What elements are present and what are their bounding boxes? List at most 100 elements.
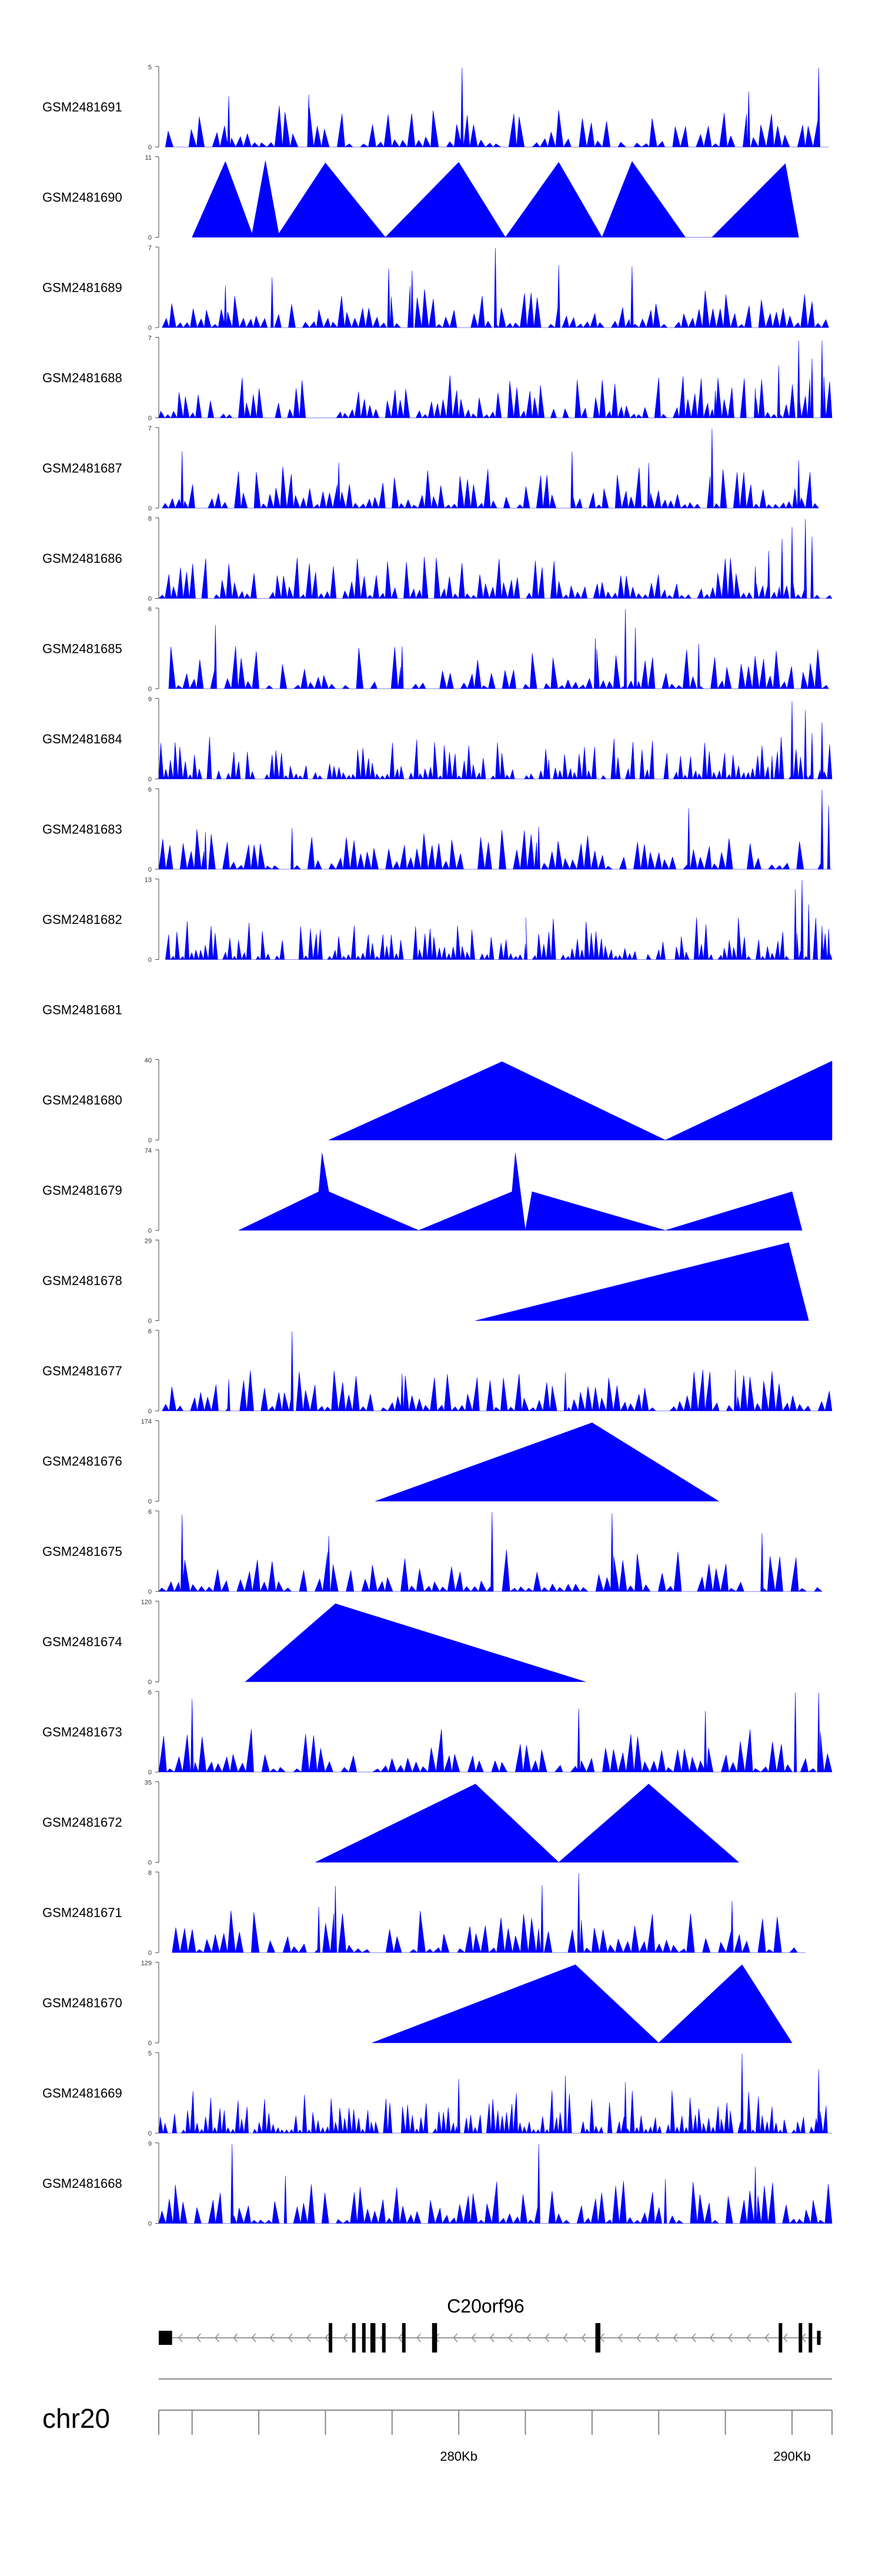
strand-arrow-icon	[196, 2333, 201, 2343]
track-label: GSM2481686	[42, 551, 122, 566]
track-label: GSM2481668	[42, 2176, 122, 2191]
track-label: GSM2481670	[42, 1996, 122, 2010]
strand-arrow-icon	[269, 2333, 275, 2343]
track-GSM2481670: GSM2481670 129 0	[42, 1960, 793, 2047]
track-ymin-label: 0	[148, 1137, 152, 1144]
track-ymin-label: 0	[148, 2221, 152, 2228]
track-ymin-label: 0	[148, 596, 152, 603]
track-ymin-label: 0	[148, 1769, 152, 1776]
track-signal-area	[168, 609, 829, 689]
track-ymax-label: 129	[141, 1960, 152, 1967]
gene-exon	[382, 2323, 386, 2353]
strand-arrow-icon	[563, 2333, 568, 2343]
strand-arrow-icon	[416, 2333, 421, 2343]
track-GSM2481690: GSM2481690 11 0	[42, 155, 799, 242]
track-label: GSM2481677	[42, 1364, 122, 1379]
track-label: GSM2481684	[42, 732, 122, 746]
data-tracks: GSM248169150GSM2481690110GSM248168970GSM…	[42, 64, 833, 2228]
track-GSM2481671: GSM2481671 8 0	[42, 1870, 806, 1957]
track-ymin-label: 0	[148, 957, 152, 964]
track-GSM2481680: GSM2481680 40 0	[42, 1057, 833, 1144]
gene-exon	[362, 2323, 366, 2353]
gene-exon	[370, 2323, 376, 2353]
track-ymax-label: 6	[148, 606, 152, 613]
strand-arrow-icon	[783, 2333, 788, 2343]
track-signal-area	[158, 341, 833, 418]
track-signal-area	[165, 880, 833, 960]
track-ymin-label: 0	[148, 144, 152, 151]
track-ymin-label: 0	[148, 415, 152, 422]
track-GSM2481675: GSM2481675 6 0	[42, 1509, 823, 1596]
track-ymin-label: 0	[148, 1679, 152, 1686]
track-GSM2481681: GSM2481681	[42, 1003, 122, 1017]
track-ymax-label: 9	[148, 696, 152, 703]
track-ymax-label: 8	[148, 516, 152, 523]
track-signal-area	[475, 1242, 809, 1321]
track-ymin-label: 0	[148, 1227, 152, 1234]
track-GSM2481668: GSM2481668 9 0	[42, 2141, 833, 2228]
track-ymin-label: 0	[148, 1860, 152, 1867]
strand-arrow-icon	[728, 2333, 733, 2343]
track-label: GSM2481671	[42, 1906, 122, 1920]
track-ymin-label: 0	[148, 1318, 152, 1325]
chromosome-label: chr20	[42, 2403, 110, 2434]
strand-arrow-icon	[581, 2333, 586, 2343]
gene-exon	[402, 2323, 406, 2353]
track-ymax-label: 5	[148, 64, 152, 71]
track-ymax-label: 35	[145, 1780, 152, 1787]
track-ymax-label: 5	[148, 2050, 152, 2057]
strand-arrow-icon	[673, 2333, 678, 2343]
track-ymax-label: 9	[148, 2141, 152, 2148]
track-ymax-label: 74	[145, 1147, 152, 1154]
track-signal-area	[372, 1964, 793, 2043]
track-label: GSM2481669	[42, 2086, 122, 2101]
track-signal-area	[162, 248, 829, 328]
track-ymax-label: 174	[141, 1419, 152, 1426]
strand-arrow-icon	[325, 2333, 329, 2343]
gene-exon	[808, 2323, 813, 2353]
track-ymin-label: 0	[148, 866, 152, 873]
axis-tick-label: 280Kb	[440, 2449, 477, 2464]
strand-arrow-icon	[398, 2333, 403, 2343]
track-signal-area	[315, 1784, 739, 1863]
track-label: GSM2481687	[42, 461, 122, 476]
gene-exon	[159, 2331, 172, 2345]
track-label: GSM2481683	[42, 822, 122, 837]
track-signal-area	[172, 1873, 806, 1953]
track-GSM2481685: GSM2481685 6 0	[42, 606, 829, 693]
track-signal-area	[238, 1153, 803, 1231]
strand-arrow-icon	[343, 2333, 348, 2343]
track-ymax-label: 6	[148, 1509, 152, 1516]
track-label: GSM2481672	[42, 1815, 122, 1830]
track-ymax-label: 6	[148, 786, 152, 793]
strand-arrow-icon	[233, 2333, 238, 2343]
track-GSM2481689: GSM2481689 7 0	[42, 245, 829, 332]
track-signal-area	[192, 161, 799, 238]
track-signal-area	[158, 2053, 833, 2134]
gene-exon	[432, 2323, 437, 2353]
gene-model-track: C20orf96	[159, 2295, 822, 2353]
strand-arrow-icon	[306, 2333, 311, 2343]
strand-arrow-icon	[471, 2333, 476, 2343]
track-GSM2481673: GSM2481673 6 0	[42, 1689, 833, 1776]
track-signal-area	[158, 2144, 833, 2224]
strand-arrow-icon	[618, 2333, 623, 2343]
track-ymax-label: 13	[145, 877, 152, 884]
track-signal-area	[158, 519, 833, 599]
track-signal-area	[158, 1692, 833, 1773]
track-ymin-label: 0	[148, 505, 152, 512]
track-label: GSM2481688	[42, 371, 122, 385]
track-ymax-label: 29	[145, 1238, 152, 1245]
strand-arrow-icon	[453, 2333, 458, 2343]
track-GSM2481677: GSM2481677 6 0	[42, 1328, 833, 1415]
track-ymin-label: 0	[148, 325, 152, 332]
track-label: GSM2481685	[42, 642, 122, 656]
genome-axis-track: chr20 280Kb 290Kb	[42, 2378, 833, 2464]
gene-exon	[779, 2323, 783, 2353]
track-ymin-label: 0	[148, 235, 152, 242]
track-ymin-label: 0	[148, 1589, 152, 1596]
track-GSM2481669: GSM2481669 5 0	[42, 2050, 833, 2137]
track-signal-area	[328, 1060, 833, 1140]
track-ymax-label: 6	[148, 1328, 152, 1335]
track-GSM2481686: GSM2481686 8 0	[42, 516, 833, 603]
